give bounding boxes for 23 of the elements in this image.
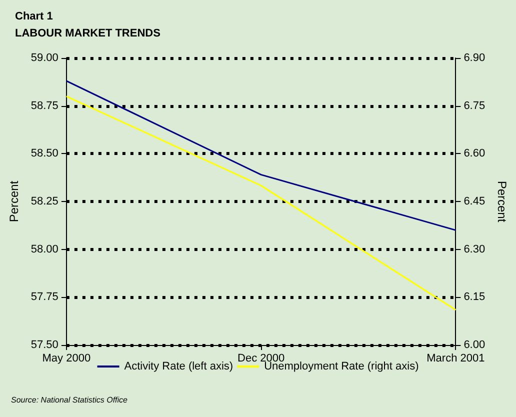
y-tick-label: 58.25 bbox=[30, 196, 58, 208]
y2-tick-label: 6.00 bbox=[464, 339, 486, 351]
y2-tick-label: 6.30 bbox=[464, 243, 486, 256]
y-tick-label: 59.00 bbox=[30, 52, 58, 64]
y-axis-title: Percent bbox=[7, 180, 21, 222]
y2-tick-label: 6.15 bbox=[464, 291, 486, 304]
y2-axis-title: Percent bbox=[495, 180, 509, 223]
y-tick-label: 57.50 bbox=[30, 339, 58, 351]
y2-tick-label: 6.90 bbox=[464, 52, 486, 64]
legend-label: Unemployment Rate (right axis) bbox=[264, 360, 419, 372]
chart-title: Chart 1 bbox=[15, 10, 53, 22]
y2-tick-label: 6.45 bbox=[464, 196, 486, 208]
y-tick-label: 57.75 bbox=[30, 291, 58, 304]
x-tick-label: March 2001 bbox=[426, 352, 485, 364]
y-tick-label: 58.50 bbox=[30, 148, 58, 160]
chart-subtitle: LABOUR MARKET TRENDS bbox=[15, 28, 160, 40]
legend-label: Activity Rate (left axis) bbox=[124, 360, 234, 372]
y2-tick-label: 6.60 bbox=[464, 148, 486, 160]
y-tick-label: 58.75 bbox=[30, 100, 58, 112]
source-note: Source: National Statistics Office bbox=[11, 396, 128, 404]
y2-tick-label: 6.75 bbox=[464, 100, 486, 112]
y-tick-label: 58.00 bbox=[30, 243, 58, 256]
x-tick-label: May 2000 bbox=[42, 352, 91, 364]
